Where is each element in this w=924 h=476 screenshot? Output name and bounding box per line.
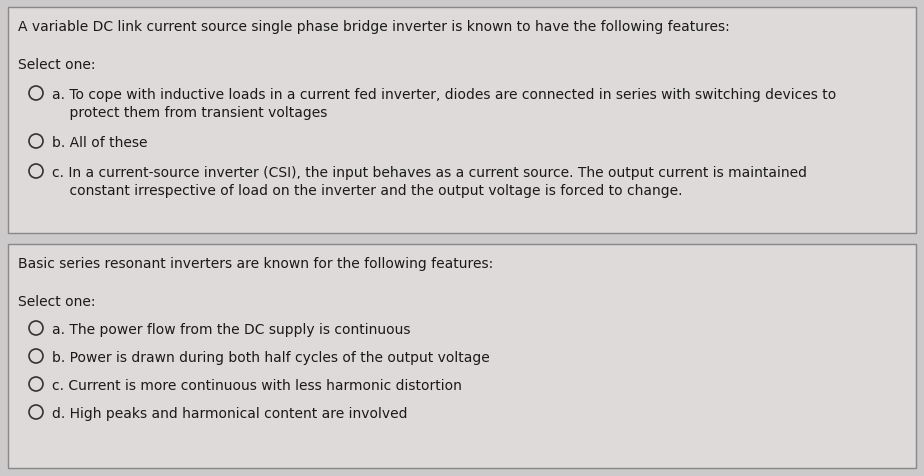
Text: d. High peaks and harmonical content are involved: d. High peaks and harmonical content are…	[52, 406, 407, 420]
Text: a. The power flow from the DC supply is continuous: a. The power flow from the DC supply is …	[52, 322, 410, 336]
Text: b. Power is drawn during both half cycles of the output voltage: b. Power is drawn during both half cycle…	[52, 350, 490, 364]
Text: constant irrespective of load on the inverter and the output voltage is forced t: constant irrespective of load on the inv…	[52, 184, 683, 198]
Text: Select one:: Select one:	[18, 58, 95, 72]
Text: protect them from transient voltages: protect them from transient voltages	[52, 106, 327, 120]
Text: c. Current is more continuous with less harmonic distortion: c. Current is more continuous with less …	[52, 378, 462, 392]
Text: c. In a current-source inverter (CSI), the input behaves as a current source. Th: c. In a current-source inverter (CSI), t…	[52, 166, 807, 179]
Bar	[8, 245, 916, 468]
Text: Basic series resonant inverters are known for the following features:: Basic series resonant inverters are know…	[18, 257, 493, 270]
Text: Select one:: Select one:	[18, 294, 95, 308]
Text: a. To cope with inductive loads in a current fed inverter, diodes are connected : a. To cope with inductive loads in a cur…	[52, 88, 836, 102]
Text: A variable DC link current source single phase bridge inverter is known to have : A variable DC link current source single…	[18, 20, 730, 34]
Text: b. All of these: b. All of these	[52, 136, 148, 149]
Bar	[8, 8, 916, 234]
